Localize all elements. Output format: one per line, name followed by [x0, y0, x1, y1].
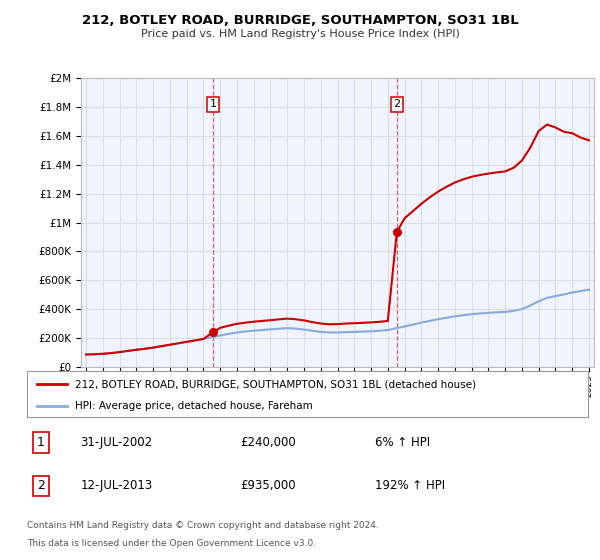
Text: This data is licensed under the Open Government Licence v3.0.: This data is licensed under the Open Gov…: [27, 539, 316, 548]
Text: 2: 2: [37, 479, 45, 492]
Text: 31-JUL-2002: 31-JUL-2002: [80, 436, 152, 449]
Text: 212, BOTLEY ROAD, BURRIDGE, SOUTHAMPTON, SO31 1BL (detached house): 212, BOTLEY ROAD, BURRIDGE, SOUTHAMPTON,…: [74, 379, 476, 389]
Text: 6% ↑ HPI: 6% ↑ HPI: [375, 436, 430, 449]
Text: Price paid vs. HM Land Registry's House Price Index (HPI): Price paid vs. HM Land Registry's House …: [140, 29, 460, 39]
Text: 2: 2: [393, 99, 400, 109]
Text: 1: 1: [37, 436, 45, 449]
Text: 212, BOTLEY ROAD, BURRIDGE, SOUTHAMPTON, SO31 1BL: 212, BOTLEY ROAD, BURRIDGE, SOUTHAMPTON,…: [82, 14, 518, 27]
Text: Contains HM Land Registry data © Crown copyright and database right 2024.: Contains HM Land Registry data © Crown c…: [27, 521, 379, 530]
Text: £240,000: £240,000: [240, 436, 296, 449]
Text: HPI: Average price, detached house, Fareham: HPI: Average price, detached house, Fare…: [74, 401, 313, 410]
Text: 1: 1: [209, 99, 217, 109]
Text: 192% ↑ HPI: 192% ↑ HPI: [375, 479, 445, 492]
Text: 12-JUL-2013: 12-JUL-2013: [80, 479, 152, 492]
Text: £935,000: £935,000: [240, 479, 296, 492]
